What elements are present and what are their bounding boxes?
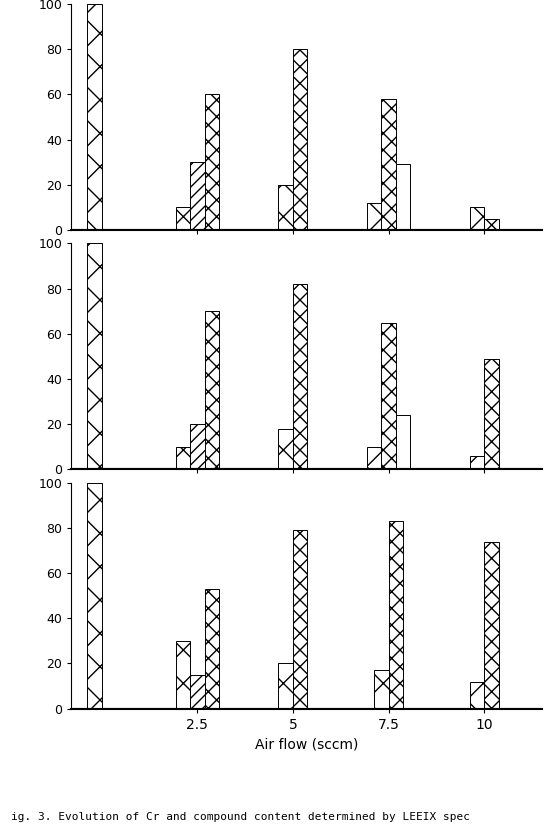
Bar — [190, 424, 205, 470]
Bar — [278, 185, 293, 230]
Bar — [396, 165, 410, 230]
Bar — [190, 675, 205, 709]
Bar — [190, 162, 205, 230]
Bar — [366, 447, 381, 470]
Bar — [381, 322, 396, 470]
Text: ig. 3. Evolution of Cr and compound content determined by LEEIX spec: ig. 3. Evolution of Cr and compound cont… — [11, 812, 470, 822]
Bar — [176, 447, 190, 470]
Bar — [484, 541, 499, 709]
Bar — [381, 99, 396, 230]
Bar — [87, 243, 102, 470]
Bar — [278, 663, 293, 709]
Bar — [176, 208, 190, 230]
Bar — [484, 218, 499, 230]
Bar — [396, 415, 410, 470]
Bar — [470, 681, 484, 709]
Bar — [470, 456, 484, 470]
Bar — [205, 95, 219, 230]
Bar — [205, 311, 219, 470]
Bar — [293, 531, 307, 709]
Bar — [87, 483, 102, 709]
X-axis label: Air flow (sccm): Air flow (sccm) — [255, 737, 358, 751]
Bar — [484, 358, 499, 470]
Bar — [470, 208, 484, 230]
Bar — [366, 203, 381, 230]
Bar — [87, 4, 102, 230]
Bar — [278, 428, 293, 470]
Bar — [176, 641, 190, 709]
Bar — [205, 589, 219, 709]
Bar — [293, 284, 307, 470]
Bar — [374, 670, 388, 709]
Bar — [388, 522, 403, 709]
Bar — [293, 49, 307, 230]
